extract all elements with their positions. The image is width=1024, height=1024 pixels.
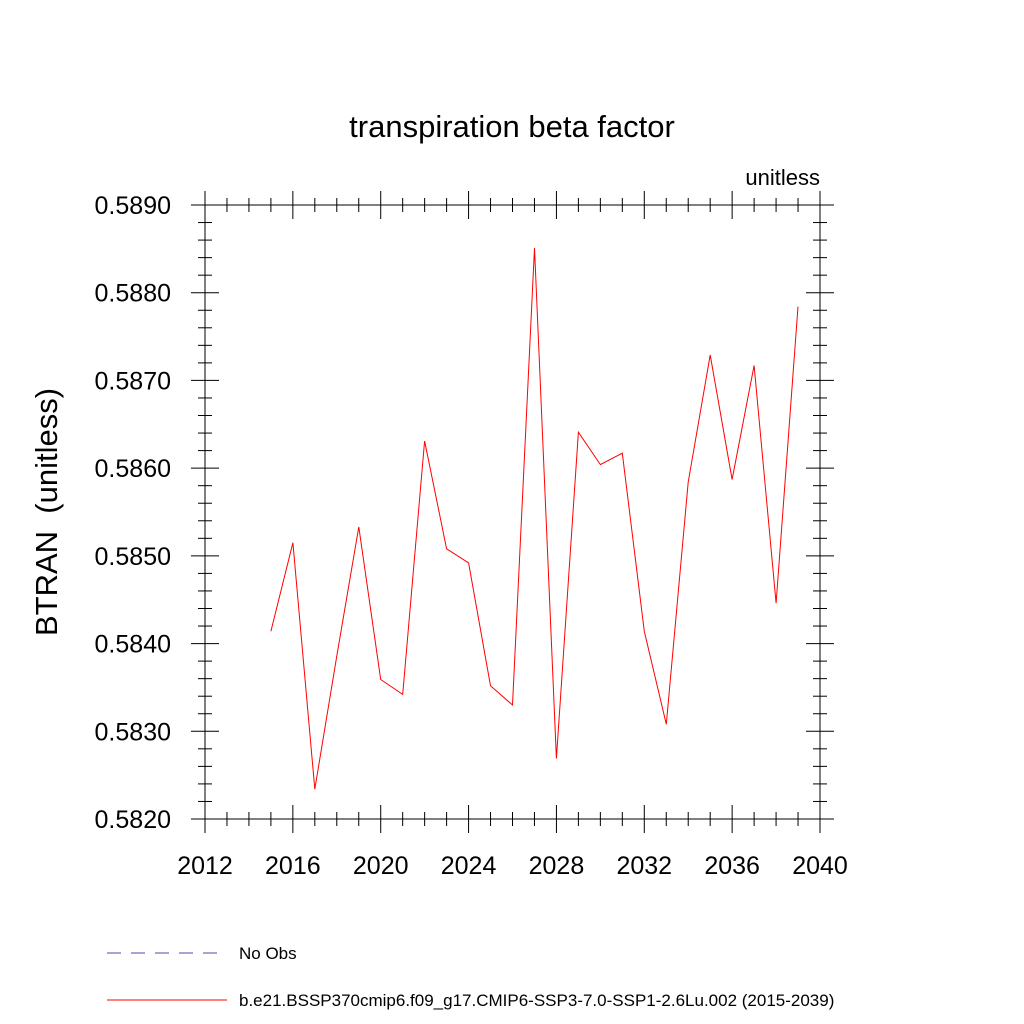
y-axis-label: BTRAN (unitless) <box>29 388 64 636</box>
x-tick-label: 2016 <box>265 852 321 880</box>
x-tick-label: 2028 <box>529 852 585 880</box>
chart-title: transpiration beta factor <box>349 109 675 144</box>
y-tick-label: 0.5890 <box>95 192 171 220</box>
y-axis-ticks <box>191 204 834 820</box>
x-axis-tick-labels: 2012 2016 2020 2024 2028 2032 2036 2040 <box>177 852 848 880</box>
y-tick-label: 0.5820 <box>95 806 171 834</box>
y-tick-label: 0.5830 <box>95 718 171 746</box>
x-tick-label: 2040 <box>792 852 848 880</box>
y-tick-label: 0.5860 <box>95 455 171 483</box>
y-tick-label: 0.5840 <box>95 631 171 659</box>
x-tick-label: 2032 <box>616 852 672 880</box>
x-tick-label: 2024 <box>441 852 497 880</box>
plot-frame <box>204 204 821 820</box>
legend-label-model-run: b.e21.BSSP370cmip6.f09_g17.CMIP6-SSP3-7.… <box>239 991 834 1010</box>
units-label: unitless <box>745 165 820 190</box>
legend: No Obs b.e21.BSSP370cmip6.f09_g17.CMIP6-… <box>107 944 834 1010</box>
series-line <box>270 247 799 790</box>
x-axis-ticks <box>204 191 821 833</box>
x-tick-label: 2036 <box>704 852 760 880</box>
y-tick-label: 0.5880 <box>95 280 171 308</box>
y-tick-label: 0.5870 <box>95 367 171 395</box>
y-axis-tick-labels: 0.5820 0.5830 0.5840 0.5850 0.5860 0.5870 0.58… <box>95 192 171 834</box>
x-tick-label: 2012 <box>177 852 233 880</box>
y-tick-label: 0.5850 <box>95 543 171 571</box>
legend-label-no-obs: No Obs <box>239 944 297 963</box>
x-tick-label: 2020 <box>353 852 409 880</box>
